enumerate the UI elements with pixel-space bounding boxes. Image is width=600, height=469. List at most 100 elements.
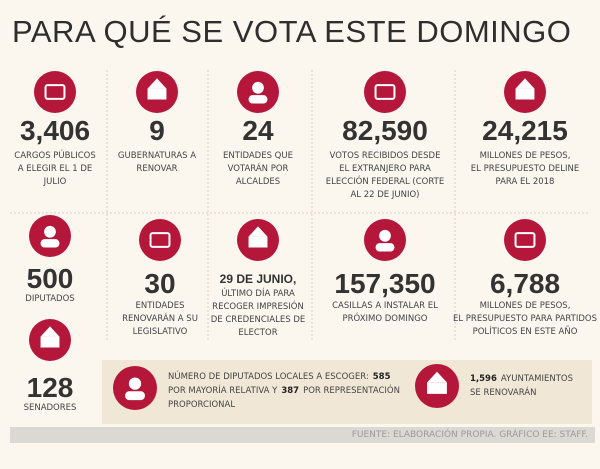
stat-number: 30	[144, 268, 176, 299]
icon-circle	[364, 71, 406, 113]
icon-glyph	[147, 88, 167, 100]
icon	[415, 364, 459, 408]
stat-number: 6,788	[489, 268, 561, 299]
note-highlight: 387	[281, 386, 300, 396]
description-line: ELECTOR	[238, 328, 278, 338]
icon	[136, 71, 178, 113]
stat-description: MILLONES DE PESOS, EL PRESUPUESTO DELINE P…	[471, 150, 579, 189]
description-line: JULIO	[43, 177, 67, 187]
icon-glyph	[149, 232, 171, 248]
icon-glyph	[40, 326, 60, 337]
description-line: PRÓXIMO DOMINGO	[342, 314, 428, 324]
note-segment: POR MAYORÍA RELATIVA Y	[168, 386, 278, 396]
description-line: ALCALDES	[235, 177, 281, 187]
icon	[237, 71, 279, 113]
icon	[364, 219, 406, 261]
description-line: ÚLTIMO DÍA PARA	[221, 289, 295, 299]
stat-number: 9	[149, 115, 165, 146]
description-line: CASILLAS A INSTALAR EL	[332, 301, 438, 311]
icon	[139, 219, 181, 261]
icon	[504, 71, 546, 113]
note-line: SE RENOVARÁN	[470, 386, 573, 400]
icon	[29, 319, 71, 361]
description-line: POLÍTICOS EN ESTE AÑO	[472, 327, 578, 337]
note-line: POR MAYORÍA RELATIVA Y 387 POR REPRESENTAC…	[168, 384, 400, 398]
description-line: EL PRESUPUESTO DELINE	[470, 164, 580, 174]
description-line: VOTARÁN POR	[227, 164, 289, 174]
icon-glyph	[147, 78, 167, 89]
stat-description: CARGOS PÚBLICOS A ELEGIR EL 1 DE JULIO	[14, 150, 95, 189]
icon	[364, 71, 406, 113]
stat-description: DIPUTADOS	[25, 293, 74, 306]
note-segment: SE RENOVARÁN	[470, 388, 537, 398]
stat-number: 128	[26, 372, 74, 403]
note-segment: POR REPRESENTACIÓN	[303, 386, 400, 396]
note-text: 1,596 AYUNTAMIENTOS SE RENOVARÁN	[470, 372, 573, 400]
icon-glyph	[40, 336, 60, 348]
icon	[34, 71, 76, 113]
stat-number: 29 DE JUNIO,	[219, 272, 297, 286]
icon-glyph	[379, 229, 391, 242]
stat-number: 157,350	[334, 268, 436, 299]
note-segment: PROPORCIONAL	[168, 400, 236, 410]
icon-glyph	[125, 391, 145, 401]
description-line: A ELEGIR EL 1 DE	[17, 164, 93, 174]
icon-glyph	[515, 88, 535, 100]
description-line: MILLONES DE PESOS,	[479, 301, 571, 311]
stat-number: 3,406	[19, 115, 91, 146]
icon-glyph	[514, 232, 536, 248]
icon	[504, 219, 546, 261]
icon-circle	[504, 219, 546, 261]
description-line: LEGISLATIVO	[132, 327, 188, 337]
description-line: RENOVARÁN A SU	[122, 314, 198, 324]
description-line: SENADORES	[23, 403, 77, 413]
stat-number: 500	[26, 263, 74, 294]
description-line: AL 22 DE JUNIO)	[350, 190, 420, 200]
note-line: NÚMERO DE DIPUTADOS LOCALES A ESCOGER: 58…	[168, 370, 400, 384]
description-line: EL PRESUPUESTO PARA PARTIDOS	[452, 314, 598, 324]
stat-description: ENTIDADES QUE VOTARÁN POR ALCALDES	[223, 150, 293, 189]
description-line: PARA EL 2018	[495, 177, 555, 187]
icon-glyph	[128, 377, 142, 390]
icon-glyph	[248, 236, 268, 248]
icon-circle	[34, 71, 76, 113]
stat-description: GUBERNATURAS A RENOVAR	[118, 150, 196, 176]
icon-glyph	[44, 225, 56, 238]
stat-description: MILLONES DE PESOS, EL PRESUPUESTO PARA PA…	[453, 300, 597, 339]
note-text: NÚMERO DE DIPUTADOS LOCALES A ESCOGER: 58…	[168, 370, 400, 412]
icon-glyph	[515, 78, 535, 89]
note-segment: NÚMERO DE DIPUTADOS LOCALES A ESCOGER:	[168, 372, 369, 382]
icon-glyph	[248, 226, 268, 237]
icon-glyph	[427, 382, 447, 394]
note-highlight: 1,596	[470, 374, 497, 384]
description-line: VOTOS RECIBIDOS DESDE	[329, 151, 441, 161]
icon-glyph	[427, 371, 447, 383]
note-line: PROPORCIONAL	[168, 398, 400, 412]
description-line: CARGOS PÚBLICOS	[14, 151, 96, 161]
description-line: ENTIDADES QUE	[223, 151, 293, 161]
note-line: 1,596 AYUNTAMIENTOS	[470, 372, 573, 386]
notes-panel	[102, 360, 592, 424]
title: PARA QUÉ SE VOTA ESTE DOMINGO	[12, 14, 572, 49]
icon	[237, 219, 279, 261]
description-line: ELECCIÓN FEDERAL (CORTE	[325, 177, 445, 187]
stat-description: VOTOS RECIBIDOS DESDE EL EXTRANJERO PARA E…	[326, 150, 444, 202]
stat-number: 82,590	[342, 115, 428, 146]
stat-description: SENADORES	[24, 402, 77, 415]
description-line: DIPUTADOS	[25, 294, 75, 304]
source: FUENTE: ELABORACIÓN PROPIA. GRÁFICO EE: …	[351, 430, 588, 440]
icon-glyph	[248, 95, 268, 104]
icon-glyph	[252, 81, 264, 94]
icon	[113, 366, 157, 410]
icon-glyph	[40, 239, 60, 248]
icon-glyph	[374, 84, 396, 100]
stat-description: CASILLAS A INSTALAR EL PRÓXIMO DOMINGO	[332, 300, 438, 326]
icon-glyph	[44, 84, 66, 100]
stat-number: 24	[242, 115, 274, 146]
note-highlight: 585	[372, 372, 391, 382]
stat-description: ENTIDADES RENOVARÁN A SU LEGISLATIVO	[122, 300, 198, 339]
description-line: DE CREDENCIALES DE	[210, 315, 306, 325]
dividers	[10, 70, 590, 340]
